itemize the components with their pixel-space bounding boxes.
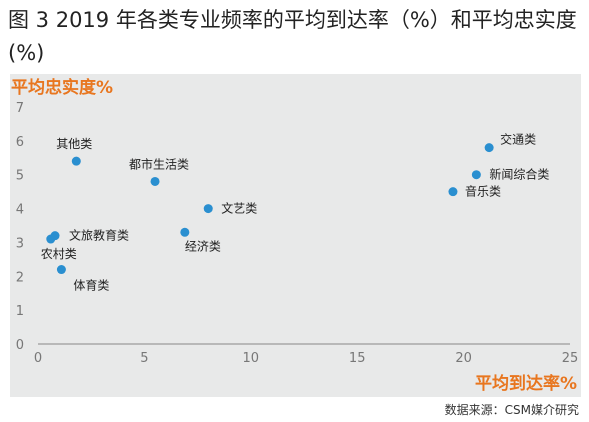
point-label: 新闻综合类 xyxy=(489,167,549,182)
data-point xyxy=(448,187,458,197)
data-point xyxy=(203,204,213,214)
y-tick-label: 7 xyxy=(16,101,24,116)
x-axis-title: 平均到达率% xyxy=(475,373,577,394)
y-tick-labels: 0 1 2 3 4 5 6 7 xyxy=(16,101,24,353)
x-tick-label: 10 xyxy=(243,351,260,366)
y-tick-label: 0 xyxy=(16,338,24,353)
plot-panel xyxy=(10,74,581,397)
x-tick-label: 20 xyxy=(455,351,472,366)
figure-title: 图 3 2019 年各类专业频率的平均到达率（%）和平均忠实度 (%) xyxy=(8,8,577,65)
source-note: 数据来源：CSM媒介研究 xyxy=(444,403,579,417)
x-tick-label: 5 xyxy=(140,351,148,366)
point-label: 农村类 xyxy=(41,247,77,261)
y-tick-label: 4 xyxy=(16,203,24,218)
point-label: 交通类 xyxy=(500,132,536,147)
point-label: 音乐类 xyxy=(465,184,501,199)
y-tick-label: 1 xyxy=(16,304,24,319)
y-tick-label: 3 xyxy=(16,236,24,251)
point-label: 其他类 xyxy=(56,137,92,151)
data-point xyxy=(484,143,494,153)
x-tick-label: 0 xyxy=(34,351,42,366)
y-tick-label: 6 xyxy=(16,135,24,150)
point-label: 文旅教育类 xyxy=(69,228,129,243)
point-label: 经济类 xyxy=(185,238,221,253)
y-axis-title: 平均忠实度% xyxy=(11,77,113,98)
x-tick-label: 15 xyxy=(349,351,366,366)
y-tick-label: 5 xyxy=(16,169,24,184)
data-point xyxy=(471,170,481,180)
x-tick-label: 25 xyxy=(562,351,579,366)
point-label: 文艺类 xyxy=(221,201,257,216)
x-tick-labels: 0 5 10 15 20 25 xyxy=(34,351,578,366)
point-label: 都市生活类 xyxy=(129,156,189,171)
data-point xyxy=(180,227,190,237)
data-point xyxy=(56,265,66,275)
data-point xyxy=(150,176,160,186)
y-tick-label: 2 xyxy=(16,270,24,285)
data-points xyxy=(46,143,494,275)
data-point xyxy=(71,156,81,166)
data-point xyxy=(46,234,56,244)
point-label: 体育类 xyxy=(73,278,109,293)
